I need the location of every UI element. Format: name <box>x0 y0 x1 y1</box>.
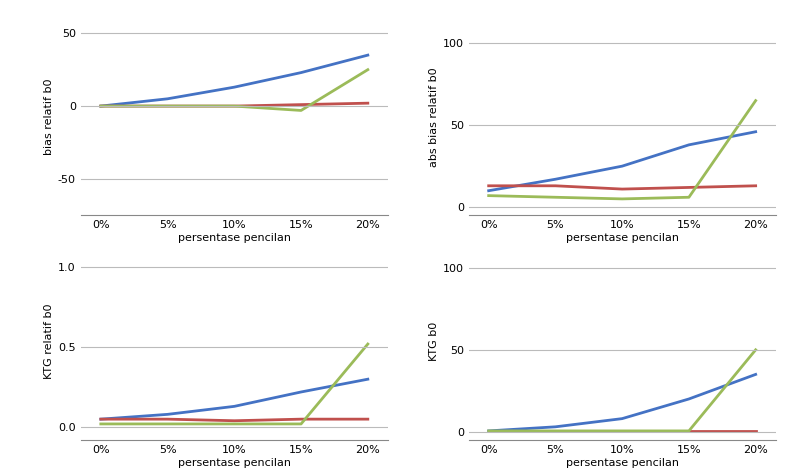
LTS1 <box>229 103 239 109</box>
Legend: OLS, LTS, LTS1: OLS, LTS, LTS1 <box>151 280 318 290</box>
LTS <box>617 186 627 192</box>
LTS1 <box>484 428 494 434</box>
LTS <box>297 417 306 422</box>
LTS1 <box>684 195 694 200</box>
LTS1 <box>550 195 560 200</box>
LTS1 <box>96 421 106 427</box>
OLS <box>162 96 172 102</box>
LTS1 <box>229 421 239 427</box>
Line: LTS1: LTS1 <box>489 350 755 431</box>
OLS <box>751 372 760 377</box>
LTS1 <box>617 196 627 202</box>
OLS <box>484 428 494 434</box>
OLS <box>363 376 372 382</box>
LTS <box>363 417 372 422</box>
Y-axis label: KTG b0: KTG b0 <box>428 322 439 361</box>
OLS <box>96 417 106 422</box>
Line: OLS: OLS <box>101 55 368 106</box>
LTS <box>363 100 372 106</box>
OLS <box>550 424 560 430</box>
OLS <box>229 84 239 90</box>
X-axis label: persentase pencilan: persentase pencilan <box>566 233 679 243</box>
LTS1 <box>162 103 172 109</box>
LTS <box>297 102 306 108</box>
X-axis label: persentase pencilan: persentase pencilan <box>178 233 291 243</box>
OLS <box>484 188 494 193</box>
LTS <box>162 417 172 422</box>
OLS <box>297 70 306 75</box>
LTS <box>229 418 239 424</box>
OLS <box>617 163 627 169</box>
Y-axis label: bias relatif b0: bias relatif b0 <box>44 79 54 155</box>
LTS <box>751 428 760 434</box>
LTS <box>162 103 172 109</box>
LTS <box>550 183 560 189</box>
LTS1 <box>297 421 306 427</box>
OLS <box>684 396 694 402</box>
OLS <box>684 142 694 147</box>
LTS <box>684 184 694 190</box>
OLS <box>363 52 372 58</box>
OLS <box>297 389 306 395</box>
LTS <box>484 183 494 189</box>
Y-axis label: KTG relatif b0: KTG relatif b0 <box>44 304 54 380</box>
LTS1 <box>684 428 694 434</box>
Line: LTS: LTS <box>101 103 368 106</box>
LTS1 <box>484 193 494 198</box>
LTS1 <box>751 347 760 353</box>
OLS <box>96 103 106 109</box>
LTS <box>229 103 239 109</box>
LTS1 <box>550 428 560 434</box>
OLS <box>162 411 172 417</box>
OLS <box>751 129 760 135</box>
X-axis label: persentase pencilan: persentase pencilan <box>566 458 679 468</box>
LTS <box>96 417 106 422</box>
LTS <box>96 103 106 109</box>
LTS1 <box>96 103 106 109</box>
LTS1 <box>363 67 372 73</box>
LTS1 <box>297 108 306 113</box>
Line: LTS: LTS <box>489 186 755 189</box>
OLS <box>617 416 627 421</box>
Line: OLS: OLS <box>101 379 368 419</box>
LTS <box>550 428 560 434</box>
Text: (i): (i) <box>228 306 241 319</box>
OLS <box>229 403 239 409</box>
Line: OLS: OLS <box>489 374 755 431</box>
LTS1 <box>751 98 760 103</box>
Legend: OLS, LTS, LTS1: OLS, LTS, LTS1 <box>539 280 705 290</box>
LTS <box>684 428 694 434</box>
LTS1 <box>162 421 172 427</box>
LTS <box>484 428 494 434</box>
OLS <box>550 176 560 182</box>
LTS <box>617 428 627 434</box>
Line: LTS1: LTS1 <box>489 101 755 199</box>
X-axis label: persentase pencilan: persentase pencilan <box>178 458 291 468</box>
Line: LTS1: LTS1 <box>101 70 368 110</box>
LTS1 <box>363 341 372 347</box>
Text: (ii): (ii) <box>614 306 630 319</box>
Line: LTS1: LTS1 <box>101 344 368 424</box>
LTS <box>751 183 760 189</box>
LTS1 <box>617 428 627 434</box>
Y-axis label: abs bias relatif b0: abs bias relatif b0 <box>428 67 439 167</box>
Line: LTS: LTS <box>101 419 368 421</box>
Line: OLS: OLS <box>489 132 755 190</box>
